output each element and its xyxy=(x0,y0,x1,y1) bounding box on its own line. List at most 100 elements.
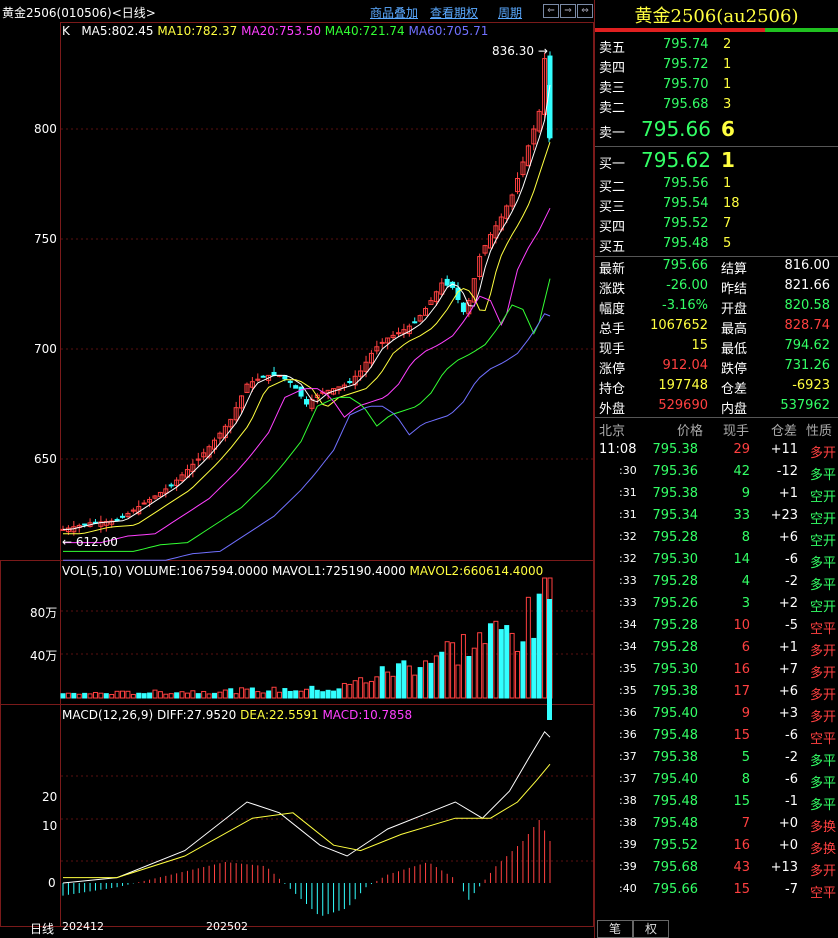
tick-diff: -7 xyxy=(785,882,798,897)
stat-value: -3.16% xyxy=(662,298,708,313)
tick-diff: -6 xyxy=(785,552,798,567)
bid-label: 买四 xyxy=(599,220,626,235)
bid-label: 买五 xyxy=(599,240,626,255)
bid-volume: 1 xyxy=(723,176,732,191)
view-options-link[interactable]: 查看期权 xyxy=(430,6,479,20)
bottom-tabs: 笔 权 xyxy=(595,918,838,938)
quote-panel: 黄金2506(au2506) 卖五 795.74 2 卖四 795.72 1 卖三 795.7… xyxy=(595,0,838,938)
tick-time: :30 xyxy=(619,464,637,477)
tick-time: :33 xyxy=(619,596,637,609)
tick-row[interactable]: :35 795.30 16 +7 多开 xyxy=(595,660,838,682)
stat-value: 820.58 xyxy=(784,298,831,313)
commodity-overlay-link[interactable]: 商品叠加 xyxy=(370,6,419,20)
tick-row[interactable]: :36 795.40 9 +3 多开 xyxy=(595,704,838,726)
tick-row[interactable]: :31 795.38 9 +1 空开 xyxy=(595,484,838,506)
ma10-line xyxy=(63,142,551,535)
expand-icon[interactable]: ⇔ xyxy=(577,4,593,18)
volume-bar xyxy=(206,693,212,699)
stats-divider xyxy=(595,256,838,257)
tick-time: :32 xyxy=(619,530,637,543)
tick-row[interactable]: :33 795.26 3 +2 空开 xyxy=(595,594,838,616)
tick-row[interactable]: :32 795.28 8 +6 空开 xyxy=(595,528,838,550)
tick-row[interactable]: :39 795.68 43 +13 多开 xyxy=(595,858,838,880)
candle-body xyxy=(233,407,239,421)
tick-row[interactable]: :38 795.48 15 -1 多平 xyxy=(595,792,838,814)
tick-time: :33 xyxy=(619,574,637,587)
volume-bar xyxy=(325,689,331,699)
tick-row[interactable]: :37 795.40 8 -6 多平 xyxy=(595,770,838,792)
tick-row[interactable]: :33 795.28 4 -2 多平 xyxy=(595,572,838,594)
mavol2-label: MAVOL2:660614.4000 xyxy=(409,564,544,578)
tick-time: 11:08 xyxy=(599,442,637,457)
volume-bar xyxy=(460,634,466,699)
tick-row[interactable]: :34 795.28 6 +1 多开 xyxy=(595,638,838,660)
candle-body xyxy=(157,491,163,497)
volume-bar xyxy=(358,677,364,699)
ask-price: 795.68 xyxy=(663,97,709,112)
bid-row: 买三 795.54 18 xyxy=(595,195,838,215)
tick-diff: -5 xyxy=(785,618,798,633)
volume-bar xyxy=(439,651,445,699)
chart-area[interactable] xyxy=(0,22,594,938)
candle-body xyxy=(244,383,250,393)
y-tick-650: 650 xyxy=(34,452,57,466)
tick-nature: 空开 xyxy=(809,600,836,615)
candle-body xyxy=(206,446,212,458)
volume-bar xyxy=(509,632,515,699)
prev-icon[interactable]: ⇐ xyxy=(543,4,559,18)
stat-row: 外盘 529690 内盘 537962 xyxy=(595,397,838,417)
tick-row[interactable]: :31 795.34 33 +23 空开 xyxy=(595,506,838,528)
volume-bar xyxy=(341,682,347,699)
tick-row[interactable]: 11:08 795.38 29 +11 多开 xyxy=(595,440,838,462)
bid-price: 795.52 xyxy=(663,216,709,231)
candle-body xyxy=(222,425,228,439)
tick-row[interactable]: :35 795.38 17 +6 多开 xyxy=(595,682,838,704)
next-icon[interactable]: ⇒ xyxy=(560,4,576,18)
vol-tick-80w: 80万 xyxy=(30,606,58,620)
tick-row[interactable]: :30 795.36 42 -12 多平 xyxy=(595,462,838,484)
tab-rights[interactable]: 权 xyxy=(633,920,669,938)
volume-bar xyxy=(60,693,66,699)
bid-price: 795.56 xyxy=(663,176,709,191)
tick-nature: 空开 xyxy=(809,512,836,527)
candle-body xyxy=(179,474,185,482)
tick-price: 795.28 xyxy=(652,530,699,545)
tick-time: :37 xyxy=(619,772,637,785)
tick-row[interactable]: :32 795.30 14 -6 多平 xyxy=(595,550,838,572)
volume-bar xyxy=(336,688,342,699)
volume-bar xyxy=(368,680,374,699)
tick-row[interactable]: :34 795.28 10 -5 空平 xyxy=(595,616,838,638)
tick-row[interactable]: :38 795.48 7 +0 多换 xyxy=(595,814,838,836)
tick-price: 795.68 xyxy=(652,860,699,875)
tick-row[interactable]: :37 795.38 5 -2 多平 xyxy=(595,748,838,770)
stat-label: 开盘 xyxy=(721,302,748,317)
tick-row[interactable]: :39 795.52 16 +0 多换 xyxy=(595,836,838,858)
volume-bar xyxy=(266,690,272,699)
tick-row[interactable]: :40 795.66 15 -7 空平 xyxy=(595,880,838,902)
dea-label: DEA:22.5591 xyxy=(240,708,319,722)
tick-hand: 33 xyxy=(733,508,750,523)
tick-nature: 多平 xyxy=(809,776,836,791)
candle-body xyxy=(255,378,261,381)
tick-hand: 16 xyxy=(733,838,750,853)
tab-trades[interactable]: 笔 xyxy=(597,920,633,938)
volume-bar xyxy=(87,693,93,699)
volume-bar xyxy=(390,675,396,699)
tick-price: 795.28 xyxy=(652,640,699,655)
volume-bar xyxy=(314,689,320,699)
period-link[interactable]: 周期 xyxy=(498,6,523,20)
volume-bar xyxy=(482,643,488,699)
volume-bar xyxy=(455,664,461,699)
macd-title: MACD(12,26,9) xyxy=(62,708,154,722)
ask-row: 卖四 795.72 1 xyxy=(595,56,838,76)
ma60-label: MA60:705.71 xyxy=(408,24,489,38)
tick-row[interactable]: :36 795.48 15 -6 空平 xyxy=(595,726,838,748)
stat-label: 涨停 xyxy=(599,362,626,377)
candle-body xyxy=(260,375,266,378)
volume-bar xyxy=(542,577,548,699)
candle-body xyxy=(363,361,369,372)
stat-row: 最新 795.66 结算 816.00 xyxy=(595,257,838,277)
stat-value: 795.66 xyxy=(662,258,709,273)
tick-time: :31 xyxy=(619,508,637,521)
tick-time: :35 xyxy=(619,662,637,675)
